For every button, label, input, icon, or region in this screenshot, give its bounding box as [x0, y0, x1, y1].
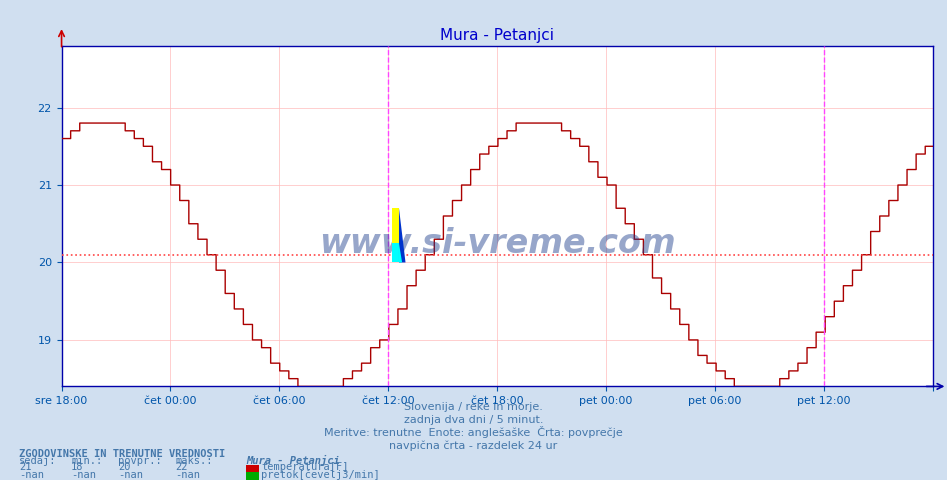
Text: -nan: -nan: [175, 469, 200, 480]
Bar: [392, 208, 399, 243]
Text: 21: 21: [19, 462, 31, 472]
Text: maks.:: maks.:: [175, 456, 213, 466]
Text: povpr.:: povpr.:: [118, 456, 162, 466]
Text: Meritve: trenutne  Enote: anglešaške  Črta: povprečje: Meritve: trenutne Enote: anglešaške Črta…: [324, 426, 623, 438]
Text: min.:: min.:: [71, 456, 102, 466]
Text: pretok[čevelj3/min]: pretok[čevelj3/min]: [261, 469, 380, 480]
Bar: [392, 243, 399, 263]
Text: 22: 22: [175, 462, 188, 472]
Text: navpična črta - razdelek 24 ur: navpična črta - razdelek 24 ur: [389, 441, 558, 451]
Text: -nan: -nan: [118, 469, 143, 480]
Text: Mura - Petanjci: Mura - Petanjci: [246, 455, 340, 466]
Text: Slovenija / reke in morje.: Slovenija / reke in morje.: [404, 402, 543, 412]
Text: -nan: -nan: [71, 469, 96, 480]
Text: ZGODOVINSKE IN TRENUTNE VREDNOSTI: ZGODOVINSKE IN TRENUTNE VREDNOSTI: [19, 449, 225, 459]
Text: zadnja dva dni / 5 minut.: zadnja dva dni / 5 minut.: [403, 415, 544, 425]
Polygon shape: [399, 208, 405, 263]
Polygon shape: [399, 243, 402, 263]
Title: Mura - Petanjci: Mura - Petanjci: [440, 28, 554, 43]
Text: sedaj:: sedaj:: [19, 456, 57, 466]
Text: -nan: -nan: [19, 469, 44, 480]
Text: temperatura[F]: temperatura[F]: [261, 462, 348, 472]
Text: www.si-vreme.com: www.si-vreme.com: [319, 227, 675, 260]
Text: 20: 20: [118, 462, 131, 472]
Text: 18: 18: [71, 462, 83, 472]
